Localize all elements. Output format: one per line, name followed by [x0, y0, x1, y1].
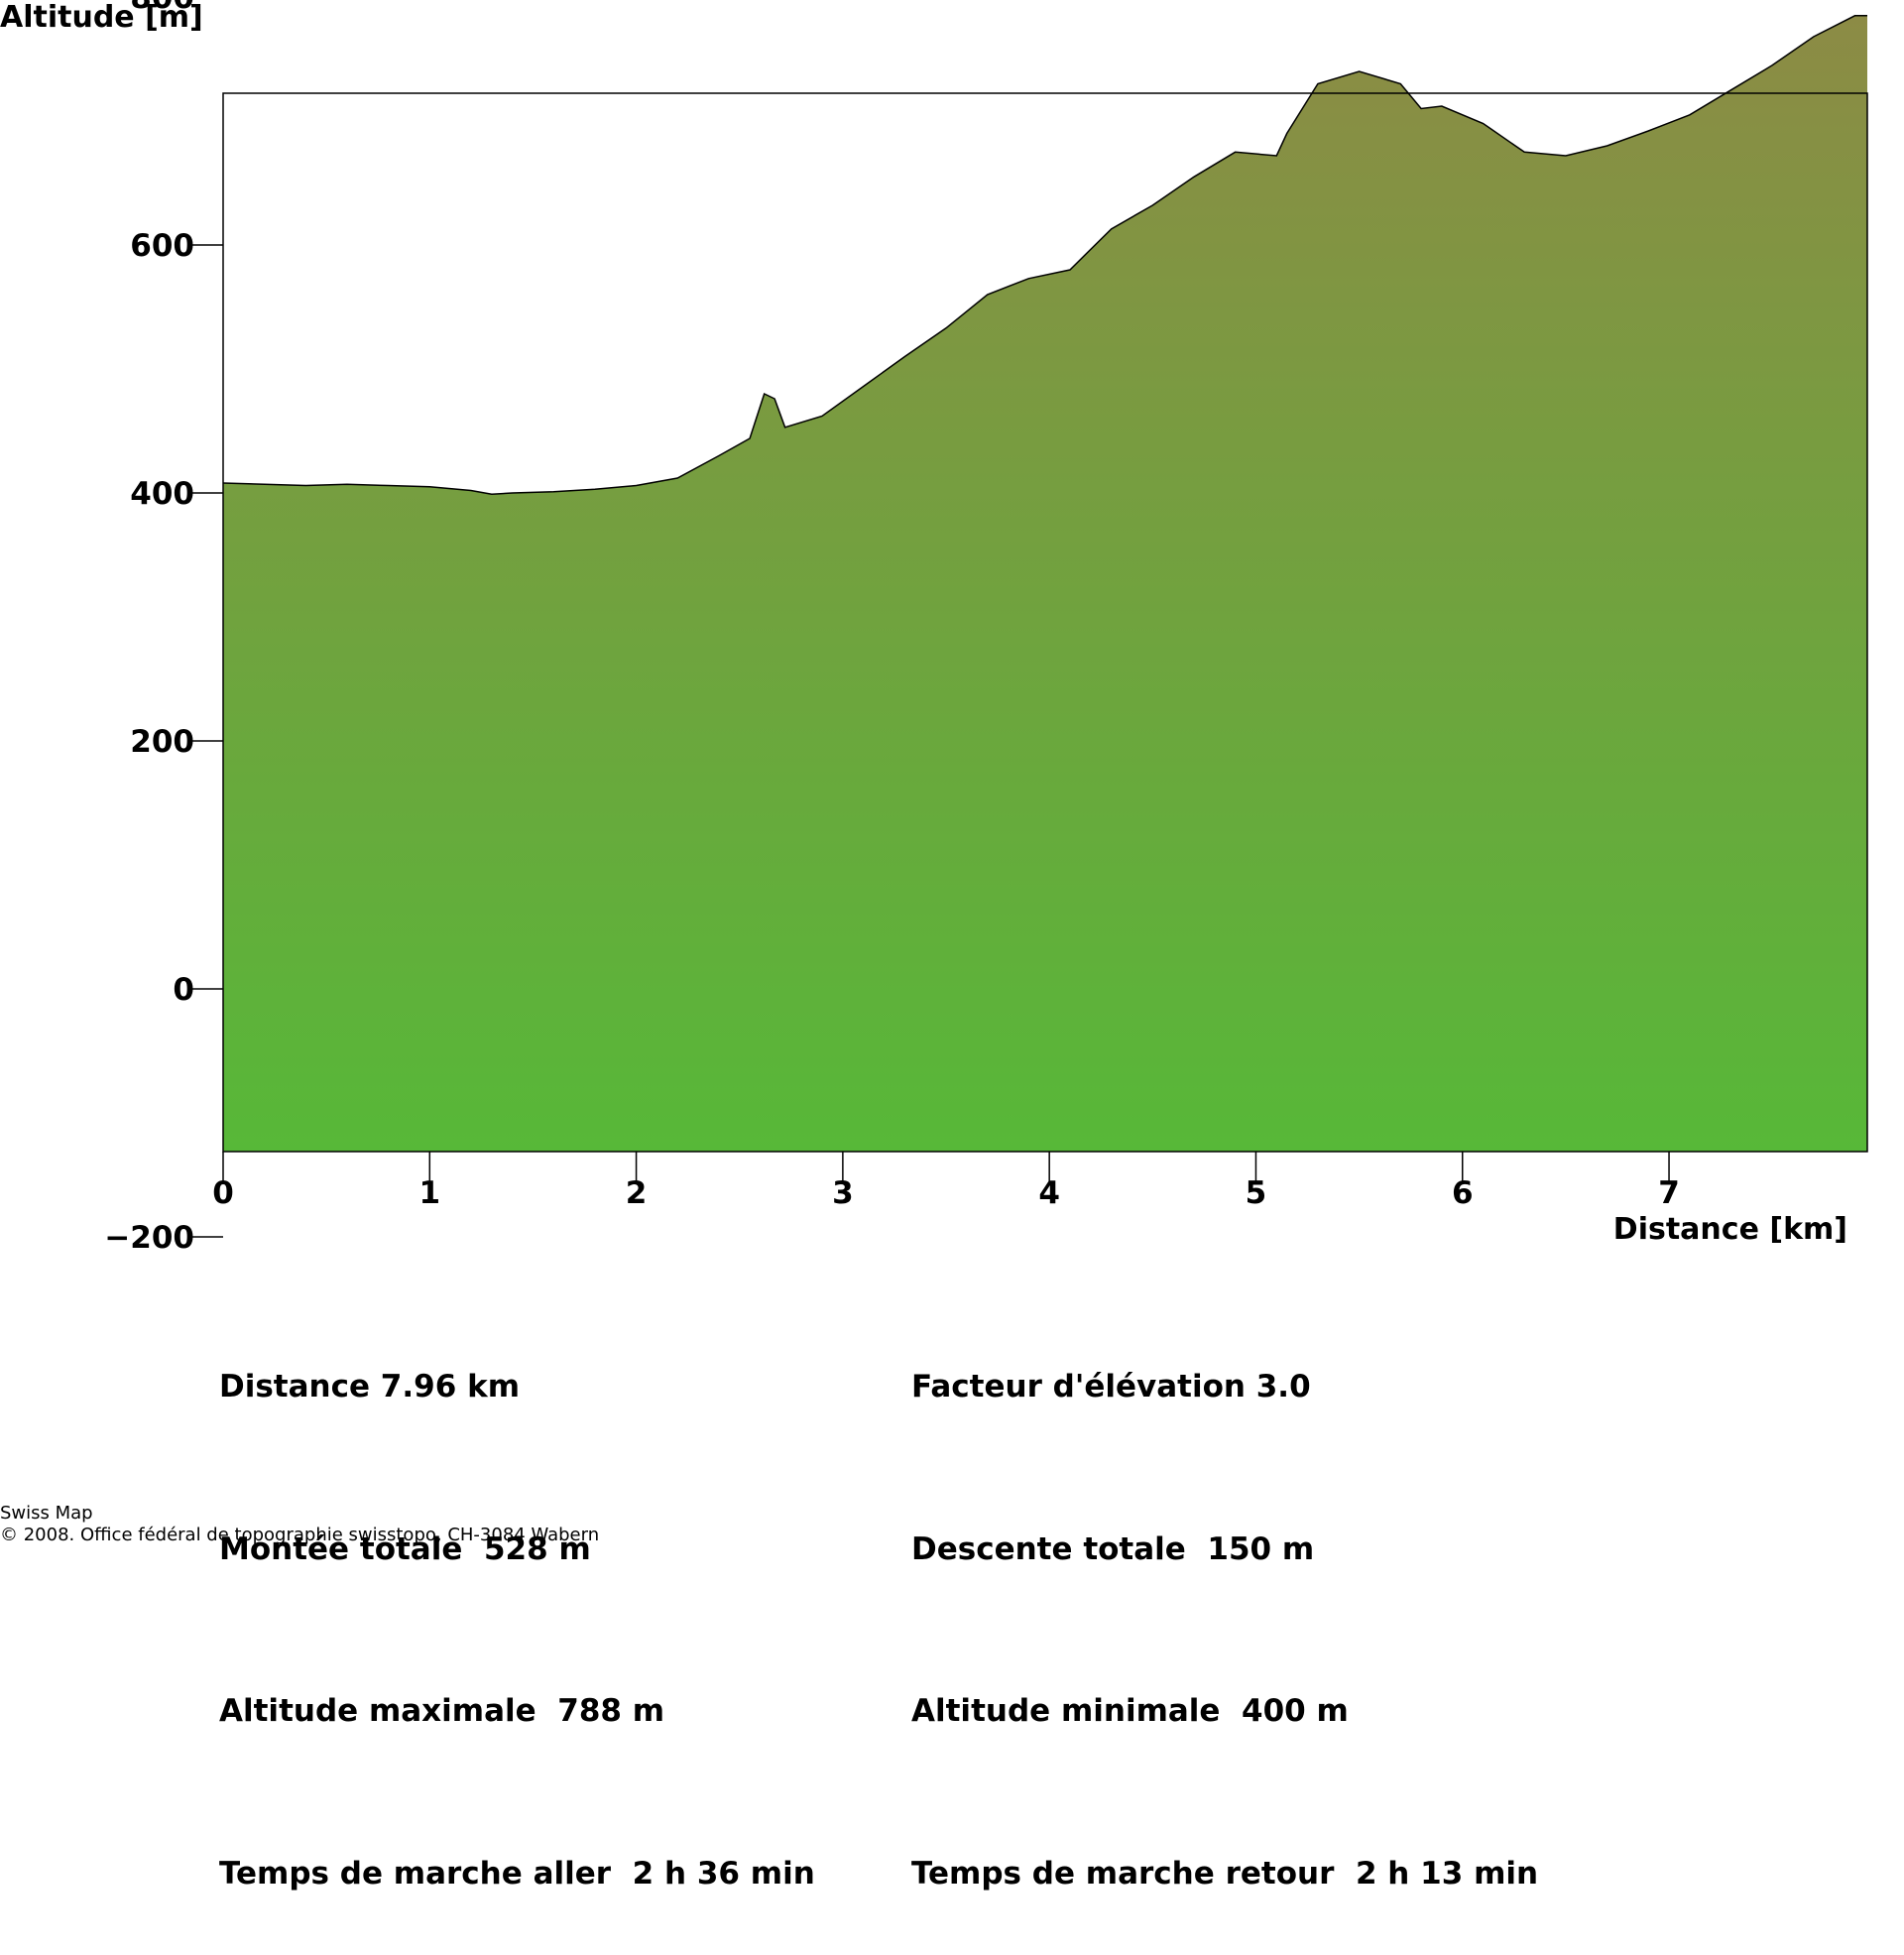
x-tick-label: 4 [1038, 1175, 1060, 1211]
stat-distance: Distance 7.96 km [219, 1369, 521, 1405]
y-axis-label: Altitude [m] [0, 0, 203, 35]
y-tick-label: 600 [130, 228, 194, 264]
y-tick-label: −200 [104, 1220, 194, 1256]
y-tick-label: 800 [130, 0, 194, 16]
y-axis: −2000200400600800100012001400 [104, 0, 223, 1256]
x-tick-label: 3 [832, 1175, 854, 1211]
x-tick-label: 0 [212, 1175, 234, 1211]
x-tick-label: 5 [1246, 1175, 1267, 1211]
stat-min-altitude: Altitude minimale 400 m [911, 1693, 1349, 1729]
stat-max-altitude: Altitude maximale 788 m [219, 1693, 665, 1729]
x-tick-label: 7 [1658, 1175, 1680, 1211]
elevation-area-layer [222, 15, 1867, 1152]
x-tick-label: 2 [626, 1175, 648, 1211]
footer-app-name: Swiss Map [0, 1503, 93, 1524]
stats-left-column: Distance 7.96 km Montée totale 528 m Alt… [219, 1252, 815, 1955]
footer-copyright: © 2008. Office fédéral de topographie sw… [0, 1525, 600, 1545]
elevation-area [223, 15, 1867, 1152]
stat-walk-time-back: Temps de marche retour 2 h 13 min [911, 1855, 1539, 1892]
x-tick-label: 6 [1452, 1175, 1474, 1211]
plot-frame [222, 92, 1868, 1153]
x-axis-label: Distance [km] [1612, 1212, 1847, 1247]
stats-right-column: Facteur d'élévation 3.0 Descente totale … [911, 1252, 1538, 1955]
footer-credits: Swiss Map © 2008. Office fédéral de topo… [0, 1503, 599, 1546]
x-tick-label: 1 [419, 1175, 441, 1211]
x-axis: 0 1 2 3 4 5 6 7 [212, 1152, 1680, 1211]
stat-walk-time-out: Temps de marche aller 2 h 36 min [219, 1855, 815, 1892]
elevation-line [222, 15, 1867, 496]
y-tick-label: 0 [173, 972, 194, 1008]
stat-total-descent: Descente totale 150 m [911, 1530, 1315, 1567]
y-tick-label: 200 [130, 724, 194, 760]
y-tick-label: 400 [130, 476, 194, 512]
stat-elevation-factor: Facteur d'élévation 3.0 [911, 1369, 1311, 1405]
